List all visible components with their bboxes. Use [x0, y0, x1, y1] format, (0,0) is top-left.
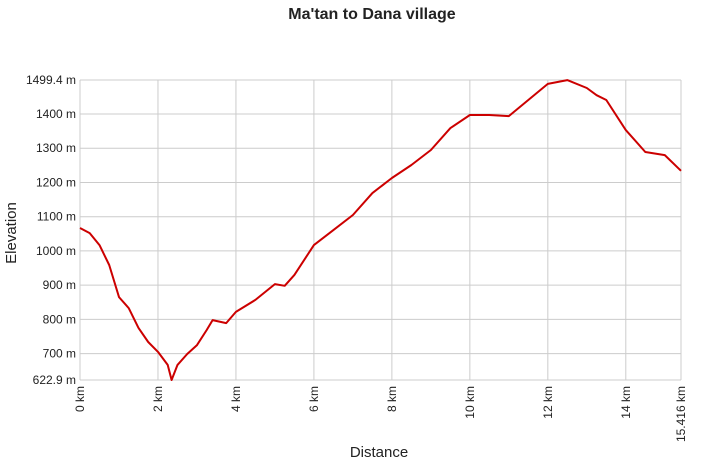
x-tick-label: 8 km	[385, 386, 399, 412]
x-axis-title: Distance	[350, 444, 408, 460]
y-tick-label: 622.9 m	[33, 373, 76, 387]
x-tick-label: 0 km	[73, 386, 87, 412]
y-tick-label: 1300 m	[36, 141, 76, 155]
x-tick-label: 4 km	[229, 386, 243, 412]
y-tick-label: 1400 m	[36, 107, 76, 121]
x-tick-label: 15.416 km	[674, 386, 688, 442]
y-tick-label: 800 m	[43, 312, 76, 326]
y-tick-label: 900 m	[43, 278, 76, 292]
x-tick-label: 10 km	[463, 386, 477, 419]
x-tick-label: 2 km	[151, 386, 165, 412]
x-tick-label: 12 km	[541, 386, 555, 419]
y-tick-label: 1100 m	[37, 210, 76, 224]
chart-title: Ma'tan to Dana village	[288, 6, 456, 23]
y-tick-label: 700 m	[43, 347, 76, 361]
y-axis-title: Elevation	[3, 202, 20, 264]
y-tick-label: 1499.4 m	[26, 73, 76, 87]
y-tick-label: 1200 m	[36, 175, 76, 189]
x-tick-label: 6 km	[307, 386, 321, 412]
x-tick-label: 14 km	[619, 386, 633, 419]
y-tick-label: 1000 m	[36, 244, 76, 258]
elevation-line	[79, 79, 682, 381]
